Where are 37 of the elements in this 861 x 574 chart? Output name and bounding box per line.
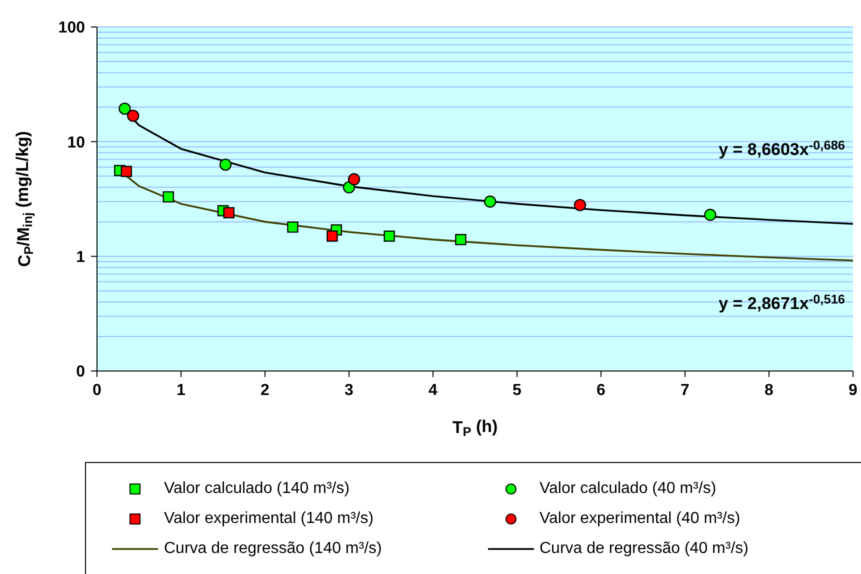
- annotation: y = 8,6603x$^{-0,686}$: [718, 137, 845, 159]
- point: [287, 221, 298, 233]
- point: [574, 198, 586, 212]
- point: [120, 166, 132, 178]
- x-tick-label: 1: [176, 382, 186, 399]
- legend-label: Valor calculado (140 m³/s): [164, 480, 350, 498]
- x-tick-label: 3: [344, 382, 354, 399]
- point: [223, 207, 234, 218]
- x-tick-label: 8: [764, 382, 774, 399]
- legend-label: Valor experimental (40 m³/s): [540, 510, 740, 528]
- point: [219, 158, 232, 171]
- x-tick-label: 0: [92, 382, 102, 399]
- x-tick-label: 6: [596, 382, 606, 399]
- y-tick-label: 10: [67, 134, 86, 152]
- point: [348, 173, 360, 186]
- x-tick-label: 2: [260, 382, 270, 399]
- point: [326, 230, 338, 242]
- point: [118, 102, 131, 115]
- x-tick-label: 5: [512, 382, 522, 399]
- x-tick-label: 9: [848, 382, 858, 399]
- point: [455, 234, 466, 246]
- point: [704, 208, 716, 221]
- x-axis-title: T$_{P}$ (h): [452, 416, 498, 440]
- y-tick-label: 1: [76, 248, 86, 266]
- point: [162, 191, 174, 202]
- legend-label: Valor calculado (40 m³/s): [540, 480, 716, 498]
- y-tick-label: 100: [58, 20, 86, 37]
- y-tick-label: 0: [76, 364, 86, 381]
- legend-label: Curva de regressão (40 m³/s): [540, 540, 748, 558]
- legend-label: Curva de regressão (140 m³/s): [164, 540, 382, 558]
- point: [127, 110, 140, 122]
- x-tick-label: 7: [680, 382, 690, 399]
- x-tick-label: 4: [428, 382, 438, 399]
- legend-label: Valor experimental (140 m³/s): [164, 510, 374, 528]
- point: [384, 230, 395, 242]
- annotation: y = 2,8671x$^{-0,516}$: [718, 291, 845, 313]
- point: [484, 196, 496, 208]
